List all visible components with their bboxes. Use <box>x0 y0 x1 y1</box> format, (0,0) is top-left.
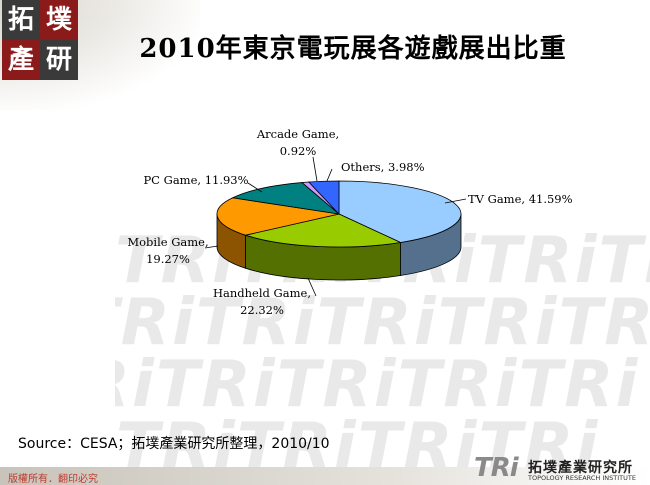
leader-line-pc-game <box>247 182 263 193</box>
logo-tile-1: 拓 <box>2 0 40 40</box>
pie-slice-handheld-game <box>243 213 402 248</box>
footer-bar <box>0 467 650 485</box>
data-label-mobile-game: 19.27% <box>146 252 190 266</box>
leader-line-arcade-game <box>312 156 318 182</box>
data-label-tv-game: TV Game, 41.59% <box>468 192 573 206</box>
brand-name: 拓墣產業研究所 <box>528 460 633 476</box>
data-label-handheld-game: 22.32% <box>240 303 284 317</box>
data-label-others: Others, 3.98% <box>341 160 425 174</box>
data-label-handheld-game: Handheld Game, <box>213 286 311 300</box>
pie-slice-others <box>307 180 340 216</box>
brand-logo: TRi <box>474 453 519 483</box>
leader-line-handheld-game <box>307 277 317 297</box>
logo-tile-4: 研 <box>40 40 78 80</box>
data-label-arcade-game: Arcade Game, <box>256 127 339 141</box>
pie-slice-mobile-game <box>216 197 340 236</box>
pie-slice-tv-game <box>338 180 462 243</box>
logo-tile-3: 產 <box>2 40 40 80</box>
leader-line-others <box>326 168 333 182</box>
copyright-text: 版權所有．翻印必究 <box>8 474 98 485</box>
leader-line-mobile-game <box>204 245 219 249</box>
data-label-arcade-game: 0.92% <box>280 144 317 158</box>
data-label-pc-game: PC Game, 11.93% <box>143 173 248 187</box>
logo-tile-2: 墣 <box>40 0 78 40</box>
page-title: 2010年東京電玩展各遊戲展出比重 <box>139 34 567 64</box>
source-note: Source：CESA；拓墣產業研究所整理，2010/10 <box>18 436 330 452</box>
brand-english-name: TOPOLOGY RESEARCH INSTITUTE <box>528 474 636 482</box>
data-label-mobile-game: Mobile Game, <box>127 235 208 249</box>
leader-line-tv-game <box>444 198 467 204</box>
